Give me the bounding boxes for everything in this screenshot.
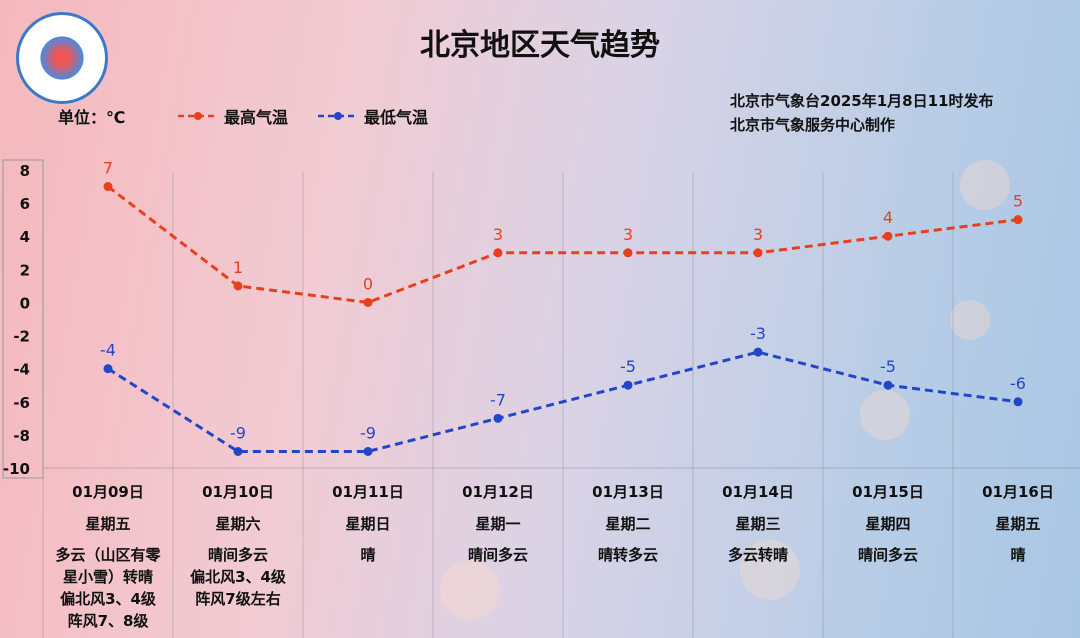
y-tick-label: -6 bbox=[13, 394, 30, 412]
day-date: 01月11日 bbox=[332, 483, 404, 501]
day-column: 01月12日 星期一晴间多云 bbox=[433, 480, 563, 566]
high-temp-label: 0 bbox=[363, 274, 373, 293]
day-weather-desc: 星小雪）转晴 bbox=[62, 568, 153, 586]
legend-low-marker bbox=[318, 112, 358, 120]
y-tick-label: 6 bbox=[20, 195, 30, 213]
low-temp-point bbox=[1013, 397, 1023, 407]
low-temp-label: -3 bbox=[750, 324, 766, 343]
day-weekday: 星期日 bbox=[345, 515, 391, 533]
y-tick-label: 2 bbox=[20, 261, 30, 279]
high-temp-label: 7 bbox=[103, 159, 113, 178]
day-weekday: 星期一 bbox=[475, 515, 521, 533]
day-weather-desc: 晴 bbox=[360, 546, 376, 564]
low-temp-point bbox=[233, 446, 243, 456]
y-tick-label: -8 bbox=[13, 427, 30, 445]
high-temp-label: 4 bbox=[883, 208, 893, 227]
high-temp-label: 1 bbox=[233, 258, 243, 277]
day-weather-desc: 阵风7、8级 bbox=[67, 612, 149, 630]
day-weekday: 星期三 bbox=[735, 515, 781, 533]
low-temp-label: -9 bbox=[360, 423, 376, 442]
day-date: 01月12日 bbox=[462, 483, 534, 501]
low-temp-point bbox=[883, 380, 893, 390]
high-temp-point bbox=[883, 231, 893, 241]
day-column: 01月13日 星期二晴转多云 bbox=[563, 480, 693, 566]
unit-label: 单位：℃ bbox=[58, 108, 126, 127]
day-date: 01月13日 bbox=[592, 483, 664, 501]
legend-high-label: 最高气温 bbox=[224, 108, 289, 127]
legend-low-label: 最低气温 bbox=[364, 108, 429, 127]
low-temp-label: -4 bbox=[100, 341, 116, 360]
day-weather-desc: 多云转晴 bbox=[727, 546, 788, 564]
high-temp-label: 3 bbox=[623, 225, 633, 244]
day-date: 01月14日 bbox=[722, 483, 794, 501]
high-temp-label: 3 bbox=[753, 225, 763, 244]
y-axis-box bbox=[2, 159, 44, 479]
day-weather-desc: 偏北风3、4级 bbox=[60, 590, 156, 608]
high-temp-point bbox=[363, 297, 373, 307]
low-temp-line bbox=[107, 350, 1019, 453]
day-weather-desc: 晴间多云 bbox=[207, 546, 268, 564]
meteorological-service-logo bbox=[16, 12, 108, 104]
day-date: 01月16日 bbox=[982, 483, 1054, 501]
low-temp-point bbox=[623, 380, 633, 390]
issuer-line-1: 北京市气象台2025年1月8日11时发布 bbox=[730, 92, 994, 110]
high-temp-label: 5 bbox=[1013, 192, 1023, 211]
high-temp-point bbox=[623, 248, 633, 258]
y-tick-label: -4 bbox=[13, 361, 30, 379]
day-column: 01月09日 星期五多云（山区有零 星小雪）转晴 偏北风3、4级 阵风7、8级 bbox=[43, 480, 173, 632]
low-temp-point bbox=[493, 413, 503, 423]
y-tick-label: 8 bbox=[20, 162, 30, 180]
day-weather-desc: 偏北风3、4级 bbox=[190, 568, 286, 586]
day-date: 01月10日 bbox=[202, 483, 274, 501]
y-tick-label: -10 bbox=[3, 460, 30, 478]
day-weekday: 星期六 bbox=[215, 515, 261, 533]
low-temp-point bbox=[363, 446, 373, 456]
day-date: 01月09日 bbox=[72, 483, 144, 501]
y-tick-label: -2 bbox=[13, 328, 30, 346]
page-title: 北京地区天气趋势 bbox=[420, 28, 660, 63]
day-weekday: 星期五 bbox=[85, 515, 131, 533]
day-column: 01月10日 星期六晴间多云偏北风3、4级 阵风7级左右 bbox=[173, 480, 303, 610]
low-temp-label: -5 bbox=[880, 357, 896, 376]
high-temp-point bbox=[103, 182, 113, 192]
day-weekday: 星期五 bbox=[995, 515, 1041, 533]
day-weekday: 星期四 bbox=[865, 515, 911, 533]
day-date: 01月15日 bbox=[852, 483, 924, 501]
low-temp-label: -9 bbox=[230, 423, 246, 442]
day-weather-desc: 晴转多云 bbox=[597, 546, 658, 564]
day-weather-desc: 晴间多云 bbox=[857, 546, 918, 564]
low-temp-label: -6 bbox=[1010, 374, 1026, 393]
high-temp-point bbox=[233, 281, 243, 291]
low-temp-point bbox=[103, 364, 113, 374]
y-tick-label: 0 bbox=[20, 294, 30, 312]
legend-low: 最低气温 bbox=[318, 104, 428, 128]
high-temp-label: 3 bbox=[493, 225, 503, 244]
day-column: 01月14日 星期三多云转晴 bbox=[693, 480, 823, 566]
low-temp-label: -5 bbox=[620, 357, 636, 376]
low-temp-label: -7 bbox=[490, 390, 506, 409]
day-weather-desc: 晴间多云 bbox=[467, 546, 528, 564]
legend-high-marker bbox=[178, 112, 218, 120]
day-column: 01月16日 星期五晴 bbox=[953, 480, 1080, 566]
high-temp-line bbox=[107, 185, 1019, 304]
issuer-line-2: 北京市气象服务中心制作 bbox=[730, 116, 896, 134]
high-temp-point bbox=[753, 248, 763, 258]
day-weather-desc: 阵风7级左右 bbox=[195, 590, 281, 608]
legend-high: 最高气温 bbox=[178, 104, 288, 128]
y-tick-label: 4 bbox=[20, 228, 30, 246]
day-column: 01月15日 星期四晴间多云 bbox=[823, 480, 953, 566]
high-temp-point bbox=[1013, 215, 1023, 225]
day-weather-desc: 晴 bbox=[1010, 546, 1026, 564]
day-weather-desc: 多云（山区有零 bbox=[55, 546, 161, 564]
day-column: 01月11日 星期日晴 bbox=[303, 480, 433, 566]
day-weekday: 星期二 bbox=[605, 515, 651, 533]
low-temp-point bbox=[753, 347, 763, 357]
high-temp-point bbox=[493, 248, 503, 258]
